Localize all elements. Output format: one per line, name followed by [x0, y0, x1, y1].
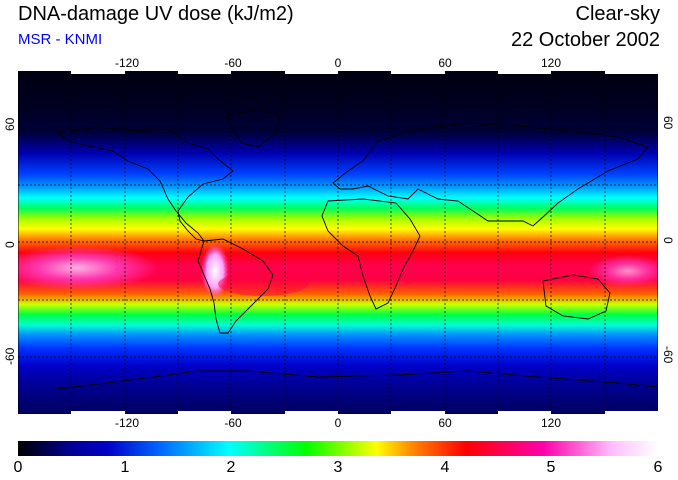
bottom-lon-label-4: 60 — [438, 416, 452, 430]
bottom-lon-label-3: 0 — [334, 416, 342, 430]
frame-scale-segment — [71, 411, 125, 414]
top-lon-label-5: 120 — [540, 56, 562, 70]
frame-scale-segment — [285, 71, 338, 74]
right-lat-label-2: 0 — [661, 237, 675, 244]
left-lat-label-3: -60 — [3, 347, 17, 365]
colorbar-label-5: 5 — [546, 459, 556, 476]
date-label: 22 October 2002 — [511, 29, 660, 51]
frame-scale-segment — [605, 411, 658, 414]
coastline-north-america — [56, 126, 234, 242]
right-lat-label-1: 60 — [661, 116, 675, 130]
top-lon-label-1: -120 — [114, 56, 140, 70]
graticule — [18, 71, 658, 414]
top-lon-label-4: 60 — [438, 56, 452, 70]
colorbar-label-3: 3 — [333, 459, 343, 476]
left-lat-label-1: 60 — [3, 117, 17, 131]
uv-hotspot-andes — [201, 243, 229, 299]
bottom-lon-label-1: -120 — [114, 416, 140, 430]
frame-scale-segment — [605, 71, 658, 74]
uv-field — [18, 71, 658, 414]
frame-scale-segment — [178, 411, 231, 414]
frame-scale-segment — [285, 411, 338, 414]
frame-scale-segment — [71, 71, 125, 74]
source-label: MSR - KNMI — [18, 31, 103, 48]
map-title: DNA-damage UV dose (kJ/m2) — [18, 3, 294, 25]
left-lat-label-2: 0 — [3, 241, 17, 248]
frame-scale-segment — [391, 411, 445, 414]
frame-scale-segment — [178, 71, 231, 74]
bottom-lon-label-5: 120 — [540, 416, 562, 430]
bottom-lon-label-2: -60 — [224, 416, 242, 430]
uv-dose-map — [18, 71, 658, 414]
sky-condition-label: Clear-sky — [575, 3, 660, 25]
frame-scale-segment — [498, 411, 551, 414]
uv-hotspot-west-pacific — [588, 255, 658, 287]
coastline-europe-asia — [332, 122, 649, 227]
uv-hotspot-south-atlantic — [218, 272, 308, 296]
colorbar-label-1: 1 — [120, 459, 130, 476]
coastline-antarctica — [57, 370, 658, 390]
frame-scale-segment — [498, 71, 551, 74]
colorbar-label-6: 6 — [653, 459, 663, 476]
right-lat-label-3: -60 — [661, 346, 675, 364]
frame-scale-segment — [391, 71, 445, 74]
uv-hotspot-east-pacific — [18, 246, 158, 290]
coastline-greenland — [227, 108, 281, 148]
frame-border — [18, 71, 658, 414]
top-lon-label-2: -60 — [224, 56, 242, 70]
colorbar-label-0: 0 — [13, 459, 23, 476]
colorbar-label-4: 4 — [440, 459, 450, 476]
top-longitude-axis: -120 -60 0 60 120 — [0, 56, 678, 70]
colorbar-label-2: 2 — [226, 459, 236, 476]
bottom-longitude-axis: -120 -60 0 60 120 — [0, 416, 678, 430]
coastline-australia — [542, 274, 611, 320]
top-lon-label-3: 0 — [334, 56, 342, 70]
coastlines — [56, 108, 658, 390]
colorbar — [18, 441, 658, 456]
coastline-south-america — [197, 238, 274, 334]
